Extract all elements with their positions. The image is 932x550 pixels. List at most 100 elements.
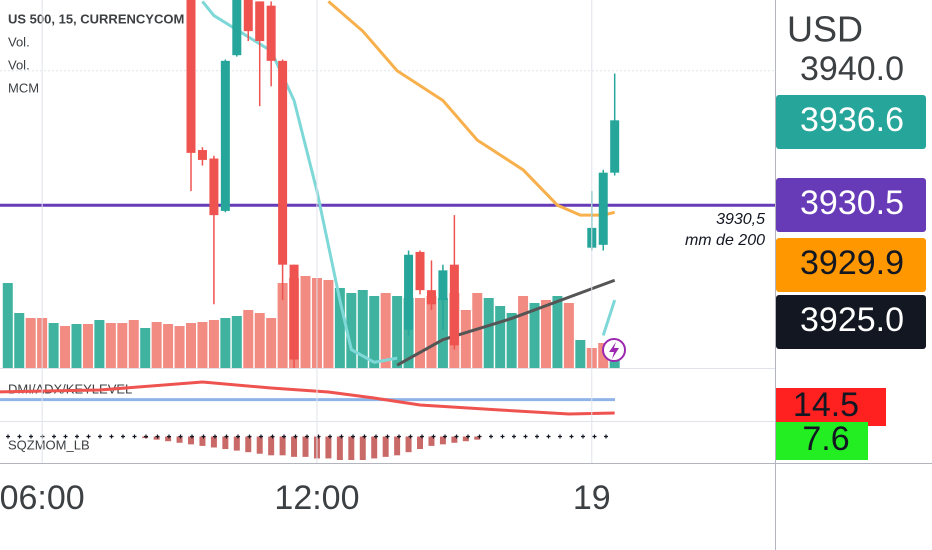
squeeze-dot [385, 434, 390, 439]
squeeze-dot [328, 434, 332, 439]
volume-bar [48, 323, 59, 368]
candle-body [220, 60, 230, 211]
momentum-bar [279, 436, 286, 456]
squeeze-dot [190, 434, 194, 439]
volume-bar [369, 296, 380, 368]
dmi-line [0, 380, 615, 416]
volume-bar [128, 320, 139, 368]
indicator-label: Vol. [8, 34, 30, 49]
squeeze-dot [282, 434, 286, 439]
squeeze-dot [558, 434, 562, 439]
volume-bar [357, 290, 368, 368]
squeeze-dot [52, 434, 56, 439]
candle-body [289, 264, 299, 360]
momentum-bar [359, 436, 366, 460]
volume-bar [94, 320, 105, 368]
momentum-bar [417, 436, 424, 450]
volume-bar [254, 313, 265, 368]
squeeze-dot [270, 434, 275, 439]
volume-bar [334, 288, 345, 368]
indicator-panes: DMI/ADX/KEYLEVEL SQZMOM_LB [0, 380, 615, 460]
price-tag [776, 238, 926, 292]
squeeze-dot [178, 434, 183, 439]
momentum-bar [233, 436, 240, 451]
squeeze-dot [6, 434, 10, 439]
volume-bar [540, 300, 551, 368]
squeeze-dot [63, 434, 68, 439]
volume-bar [231, 316, 242, 368]
volume-bar [82, 324, 93, 368]
momentum-bar [451, 436, 458, 443]
momentum-bar [371, 436, 378, 459]
indicator-line [396, 278, 616, 367]
squeeze-dot [167, 434, 171, 439]
momentum-bar [325, 436, 332, 459]
squeeze-dot [408, 434, 413, 439]
pane-tag-label: 7.6 [802, 420, 849, 458]
momentum-bar [153, 436, 160, 440]
squeeze-dot [247, 434, 252, 439]
squeeze-dot [305, 434, 309, 439]
momentum-bar [428, 436, 435, 446]
momentum-bar [165, 436, 172, 442]
volume-bar [105, 323, 116, 368]
volume-bar [506, 313, 517, 368]
volume-bar [174, 326, 185, 368]
squeeze-dot [477, 434, 482, 439]
indicator-label: Vol. [8, 57, 30, 72]
squeeze-dot [535, 434, 539, 439]
squeeze-dot [144, 434, 148, 439]
squeeze-dot [592, 434, 597, 439]
squeeze-dot [86, 434, 91, 439]
momentum-bar [199, 436, 206, 446]
x-tick-label: 19 [573, 479, 611, 517]
volume-bar [208, 320, 219, 368]
volume-bar [518, 296, 529, 368]
squeeze-dot [224, 434, 229, 439]
candle-body [610, 120, 620, 173]
squeeze-dot [155, 434, 160, 439]
volume-bar [495, 306, 506, 368]
hline-sublabel: mm de 200 [685, 232, 765, 249]
squeeze-dot [259, 434, 263, 439]
momentum-bar [210, 436, 217, 448]
momentum-bar [176, 436, 183, 443]
volume-bar [117, 323, 128, 368]
candle-body [186, 0, 196, 153]
candle-body [438, 270, 448, 301]
volume-bar [71, 324, 82, 368]
squeeze-dot [75, 434, 79, 439]
volume-bar [186, 323, 197, 368]
volume-bar [426, 296, 437, 368]
momentum-bar [245, 436, 252, 453]
momentum-bar [336, 436, 343, 460]
candle-body [255, 1, 265, 42]
pane-label: DMI/ADX/KEYLEVEL [8, 381, 132, 396]
squeeze-dot [443, 434, 447, 439]
event-icon-bolt [609, 342, 619, 359]
y-tick-label: 3940.0 [800, 50, 904, 88]
squeeze-dot [17, 434, 22, 439]
symbol-title: US 500, 15, CURRENCYCOM [8, 11, 184, 26]
candle-body [209, 158, 219, 216]
volume-bar [483, 298, 494, 368]
squeeze-dot [132, 434, 137, 439]
momentum-bar [188, 436, 195, 445]
squeeze-dot [569, 434, 574, 439]
squeeze-dot [500, 434, 505, 439]
price-tag-label: 3936.6 [800, 101, 904, 139]
volume-bar [300, 276, 311, 368]
volume-bar [563, 303, 574, 368]
pane-label: SQZMOM_LB [8, 437, 90, 452]
candle-body [197, 150, 207, 160]
momentum-bar [462, 436, 469, 442]
volume-bar [392, 296, 403, 368]
volume-bar [380, 293, 391, 368]
candle-body [598, 172, 608, 245]
volume-bar [140, 328, 151, 368]
price-tag-label: 3925.0 [800, 301, 904, 339]
pane-tag-label: 14.5 [793, 386, 859, 424]
volume-bar [415, 298, 426, 368]
momentum-bar [348, 436, 355, 460]
